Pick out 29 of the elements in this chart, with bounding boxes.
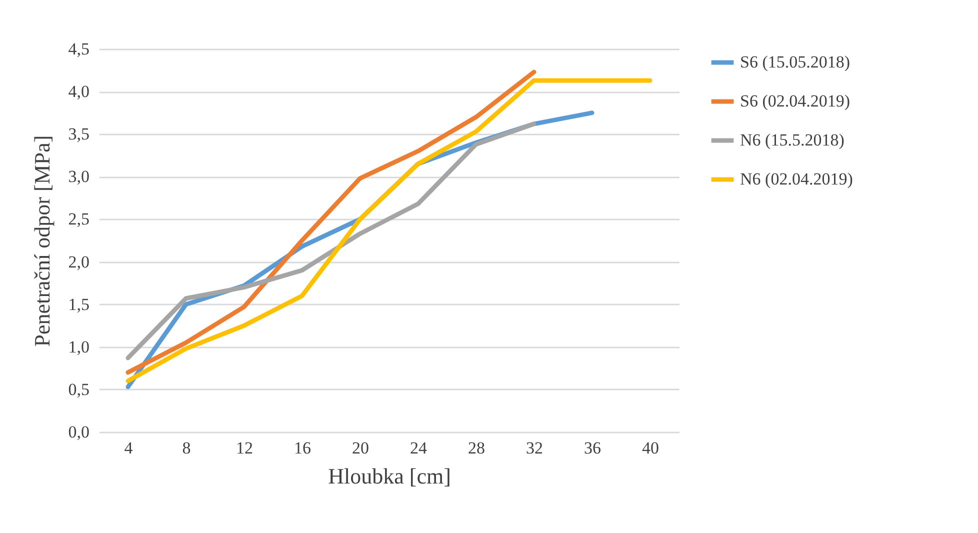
x-tick-label: 36 [584,438,601,458]
x-tick-label: 16 [294,438,311,458]
x-tick-label: 24 [410,438,428,458]
y-tick-label: 4,0 [68,82,90,102]
x-tick-label: 4 [124,438,134,458]
y-tick-label: 3,5 [68,124,90,144]
y-tick-label: 4,5 [68,40,90,58]
y-tick-label: 3,0 [68,167,90,186]
line-series [126,78,652,384]
x-tick-label: 40 [642,438,659,458]
x-tick-label: 12 [236,438,253,458]
y-tick-label: 1,5 [68,294,90,314]
x-tick-label: 8 [182,438,191,458]
line-series [126,122,536,360]
y-tick-label: 2,0 [68,252,90,272]
legend-label: S6 (02.04.2019) [740,92,850,110]
x-tick-label: 20 [352,438,369,458]
line-series [126,70,536,375]
legend-label: N6 (02.04.2019) [740,170,853,188]
legend-label: N6 (15.5.2018) [740,130,844,150]
y-axis-title: Penetrační odpor [MPa] [29,135,54,347]
y-tick-label: 0,5 [68,380,90,399]
x-axis-title: Hloubka [cm] [328,464,451,488]
y-tick-label: 0,0 [68,422,90,442]
y-tick-label: 2,5 [68,210,90,229]
x-tick-label: 32 [526,438,543,458]
x-tick-label: 28 [468,438,485,458]
y-tick-label: 1,0 [68,337,90,356]
legend-label: S6 (15.05.2018) [740,52,850,72]
